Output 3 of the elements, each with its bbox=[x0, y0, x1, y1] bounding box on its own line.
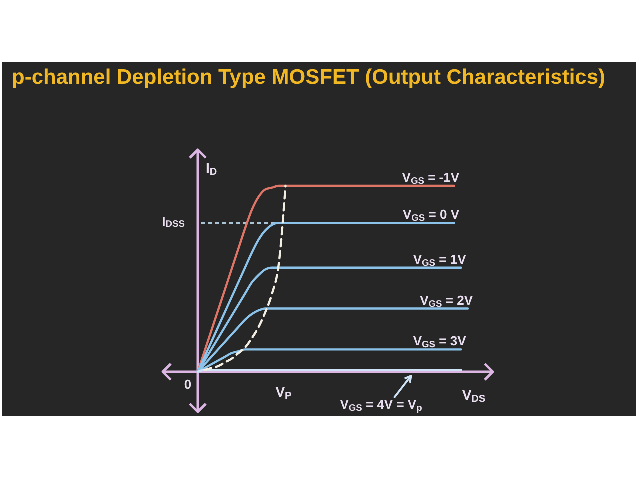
chart-title: p-channel Depletion Type MOSFET (Output Characteristics) bbox=[12, 66, 606, 89]
ref-line-label: IDSS bbox=[162, 214, 185, 230]
text: 0 bbox=[184, 377, 192, 392]
